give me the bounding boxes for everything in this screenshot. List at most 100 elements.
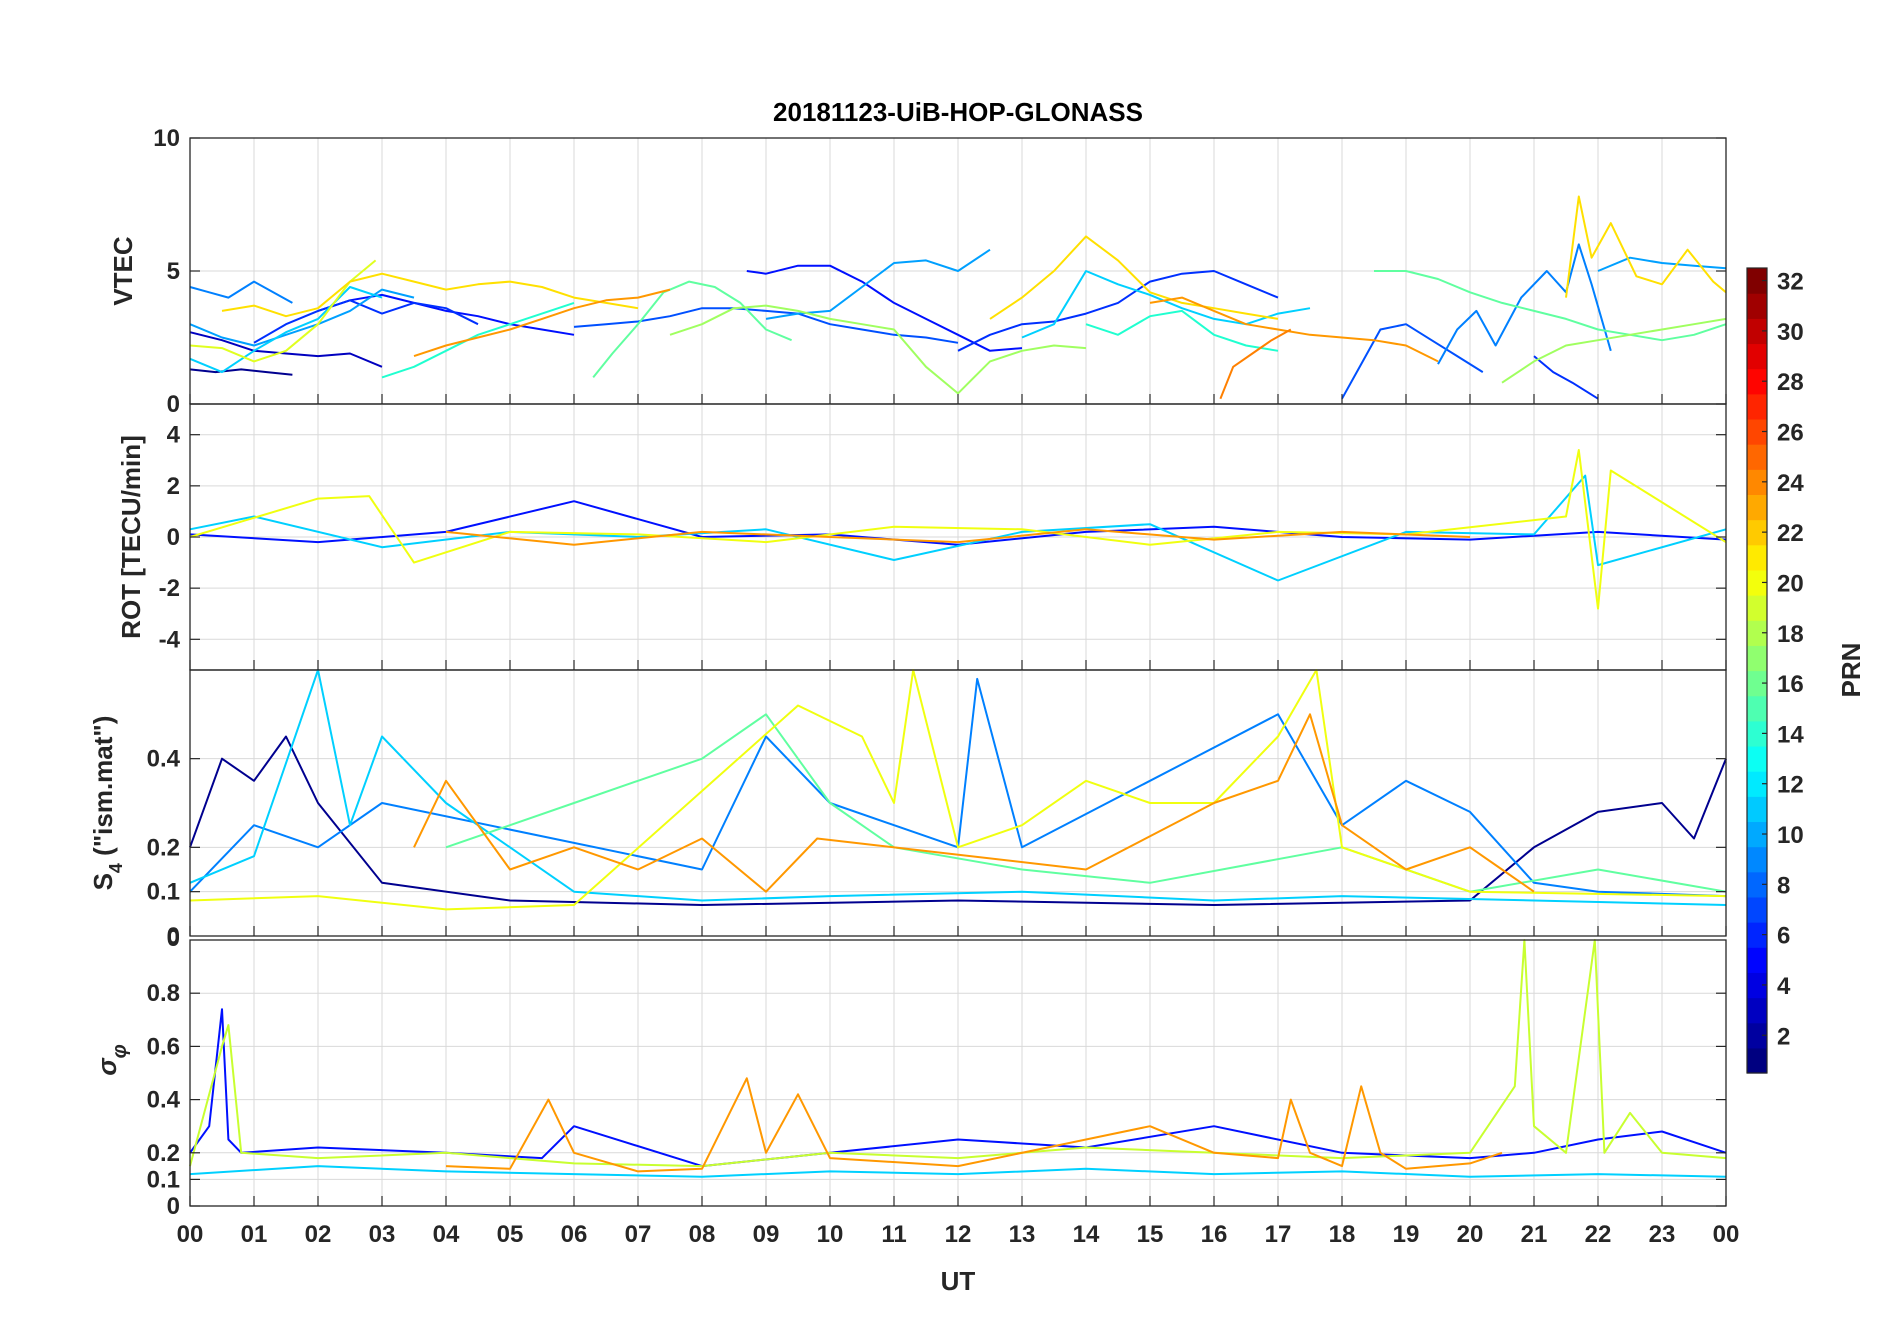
vtec-series-prn-3 xyxy=(317,293,575,336)
sigma_phi-y-tick-label: 0.6 xyxy=(147,1033,180,1060)
sigma-phi-y-label-subscript: φ xyxy=(109,1044,131,1058)
s4-series-prn-19 xyxy=(189,669,1727,911)
s4-series-prn-12 xyxy=(189,669,1727,906)
colorbar-tick-label: 30 xyxy=(1777,319,1804,346)
colorbar-tick-label: 12 xyxy=(1777,772,1804,799)
colorbar-step xyxy=(1747,569,1767,596)
sigma-phi-y-label-main: σ xyxy=(92,1057,122,1076)
colorbar-step xyxy=(1747,494,1767,521)
vtec-series-prn-8 xyxy=(1437,243,1612,365)
x-tick-label: 09 xyxy=(753,1221,780,1248)
colorbar-tick-label: 8 xyxy=(1777,872,1790,899)
x-tick-label: 17 xyxy=(1265,1221,1292,1248)
colorbar-step xyxy=(1747,620,1767,646)
sigma-phi-series xyxy=(189,939,1727,1178)
rot-y-tick-label: -2 xyxy=(159,575,180,602)
colorbar-gradient xyxy=(1747,268,1767,1074)
rot-y-tick-label: 2 xyxy=(167,473,180,500)
s4-y-label-subscript: 4 xyxy=(106,863,126,873)
x-tick-label: 10 xyxy=(817,1221,844,1248)
colorbar-tick-label: 16 xyxy=(1777,671,1804,698)
colorbar-step xyxy=(1747,947,1767,973)
x-tick-label: 05 xyxy=(497,1221,524,1248)
rot-series xyxy=(189,449,1727,610)
colorbar-step xyxy=(1747,1047,1767,1074)
rot-y-tick-label: 4 xyxy=(167,422,181,449)
colorbar-step xyxy=(1747,544,1767,571)
x-tick-label: 14 xyxy=(1073,1221,1100,1248)
colorbar-step xyxy=(1747,821,1767,848)
vtec-series-prn-23 xyxy=(1149,296,1439,363)
x-tick-label: 02 xyxy=(305,1221,332,1248)
vtec-series-prn-12 xyxy=(1021,270,1311,339)
s4-y-tick-label-bottom: 0 xyxy=(167,923,180,950)
sigma-phi-panel: 00.10.20.40.60.80 σφ xyxy=(92,925,1727,1220)
x-tick-label: 00 xyxy=(1713,1221,1740,1248)
x-tick-label: 07 xyxy=(625,1221,652,1248)
colorbar-step xyxy=(1747,318,1767,345)
vtec-series-prn-12 xyxy=(189,286,383,374)
x-tick-label: 01 xyxy=(241,1221,268,1248)
s4-y-tick-label: 0.4 xyxy=(147,746,181,773)
s4-grid xyxy=(189,670,1727,936)
colorbar-step xyxy=(1747,368,1767,395)
vtec-y-tick-label: 10 xyxy=(153,125,180,152)
sigma_phi-y-tick-label: 0.8 xyxy=(147,980,180,1007)
rot-y-label: ROT [TECU/min] xyxy=(116,435,146,639)
x-axis-label: UT xyxy=(941,1266,976,1296)
sigma-phi-y-label: σφ xyxy=(92,1044,131,1075)
chart-title: 20181123-UiB-HOP-GLONASS xyxy=(773,97,1143,127)
sigma_phi-y-tick-label: 0.4 xyxy=(147,1087,181,1114)
vtec-series-prn-24 xyxy=(1219,328,1292,400)
colorbar-tick-label: 14 xyxy=(1777,721,1804,748)
s4-series-prn-23 xyxy=(413,713,1535,893)
vtec-series-prn-1 xyxy=(189,368,293,376)
colorbar-step xyxy=(1747,418,1767,445)
x-tick-label: 20 xyxy=(1457,1221,1484,1248)
vtec-series-prn-23 xyxy=(413,288,671,358)
vtec-series-prn-2 xyxy=(189,331,383,368)
vtec-y-label: VTEC xyxy=(108,236,138,306)
vtec-series-prn-4 xyxy=(1533,355,1599,400)
vtec-series-prn-16 xyxy=(592,280,792,379)
colorbar-step xyxy=(1747,1022,1767,1049)
vtec-panel: 0 5 10 VTEC xyxy=(108,125,1727,418)
vtec-series-prn-6 xyxy=(1341,323,1484,400)
x-tick-label: 16 xyxy=(1201,1221,1228,1248)
x-tick-label: 08 xyxy=(689,1221,716,1248)
vtec-series-prn-14 xyxy=(381,301,575,379)
colorbar-tick-label: 4 xyxy=(1777,973,1791,1000)
s4-series-prn-1 xyxy=(189,735,1727,906)
colorbar-step xyxy=(1747,444,1767,470)
rot-series-prn-12 xyxy=(189,474,1727,582)
colorbar-step xyxy=(1747,343,1767,370)
vtec-series-prn-18 xyxy=(669,304,1087,395)
vtec-series-prn-10 xyxy=(1597,256,1727,272)
sigma_phi-series-prn-12 xyxy=(189,1165,1727,1178)
colorbar-tick-label: 6 xyxy=(1777,923,1790,950)
sigma-phi-y-ticks: 00.10.20.40.60.80 xyxy=(147,925,1726,1220)
s4-series-prn-8 xyxy=(189,677,1727,898)
x-tick-label: 13 xyxy=(1009,1221,1036,1248)
colorbar-step xyxy=(1747,771,1767,797)
colorbar-step xyxy=(1747,972,1767,999)
rot-y-tick-label: 0 xyxy=(167,524,180,551)
colorbar-step xyxy=(1747,393,1767,420)
vtec-series-prn-6 xyxy=(573,307,959,344)
colorbar-step xyxy=(1747,670,1767,697)
s4-y-label-rest: ("ism.mat") xyxy=(88,716,118,863)
colorbar-tick-label: 2 xyxy=(1777,1023,1790,1050)
sigma_phi-y-tick-label: 0.1 xyxy=(147,1166,180,1193)
colorbar-step xyxy=(1747,293,1767,319)
sigma_phi-y-tick-label: 0 xyxy=(167,1193,180,1220)
vtec-series-prn-21 xyxy=(1565,195,1727,298)
x-tick-label: 00 xyxy=(177,1221,204,1248)
colorbar-step xyxy=(1747,871,1767,898)
colorbar-step xyxy=(1747,469,1767,496)
x-tick-label: 19 xyxy=(1393,1221,1420,1248)
colorbar-step xyxy=(1747,695,1767,722)
colorbar-step xyxy=(1747,846,1767,873)
x-tick-label: 21 xyxy=(1521,1221,1548,1248)
